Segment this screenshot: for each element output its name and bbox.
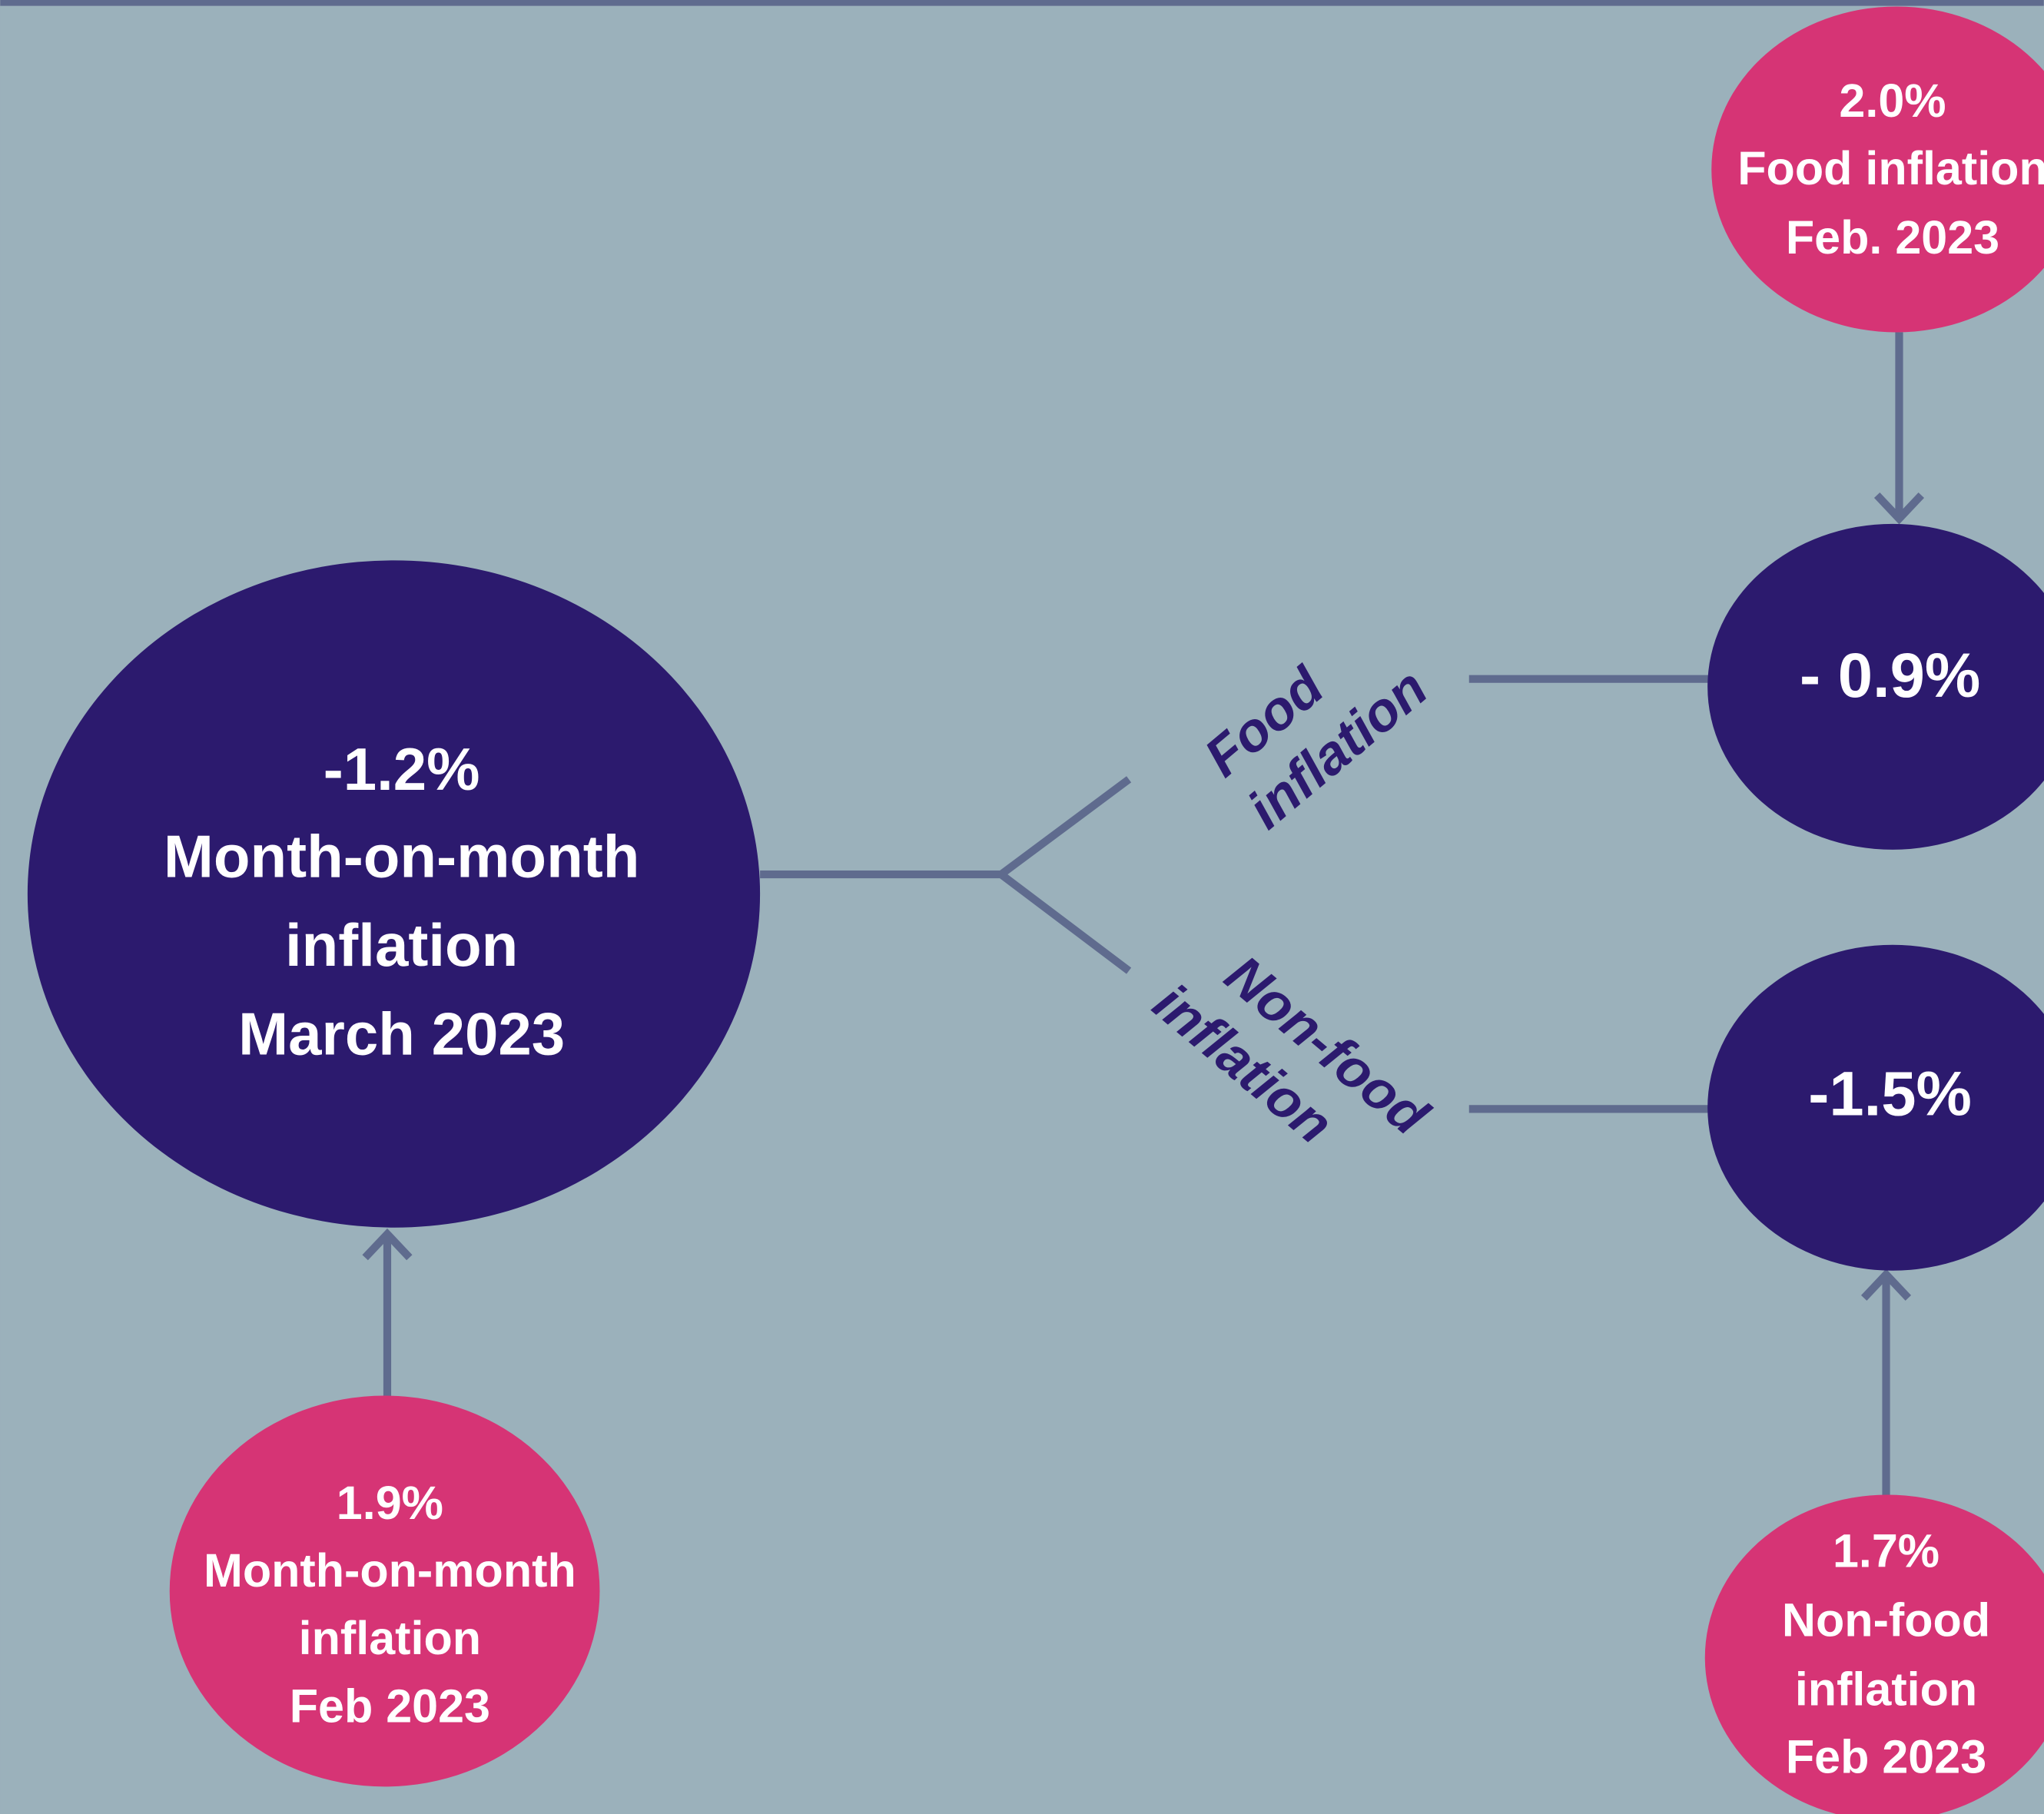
node-label: Month-on-month <box>204 1544 576 1597</box>
arrow <box>1873 332 1925 525</box>
node-value: -1.5% <box>1808 1059 1972 1129</box>
node-label: Non-food <box>1782 1593 1990 1646</box>
node-food-prev <box>1711 6 2044 333</box>
node-label: Month-on-month <box>164 823 640 890</box>
node-label: Feb. 2023 <box>1786 211 1999 264</box>
node-value: 1.7% <box>1833 1525 1939 1577</box>
node-label: inflation <box>299 1612 481 1664</box>
node-label: inflation <box>285 911 518 979</box>
node-prev <box>169 1395 600 1787</box>
arrow <box>362 1228 413 1398</box>
node-value: - 0.9% <box>1800 641 1980 711</box>
node-nonfood-prev <box>1704 1494 2044 1814</box>
node-label: Feb 2023 <box>1786 1731 1986 1783</box>
node-main <box>27 560 761 1228</box>
node-nonfood <box>1707 944 2044 1271</box>
node-value: -1.2% <box>324 735 480 803</box>
node-label: inflation <box>1795 1663 1977 1715</box>
node-value: 1.9% <box>337 1477 443 1529</box>
node-value: 2.0% <box>1839 75 1946 127</box>
node-food <box>1707 523 2044 850</box>
node-label: Food inflation <box>1737 142 2044 194</box>
arrow <box>1860 1268 1912 1497</box>
node-label: Feb 2023 <box>290 1680 490 1732</box>
node-label: March 2023 <box>238 1000 565 1067</box>
branch-connector <box>760 776 1132 974</box>
